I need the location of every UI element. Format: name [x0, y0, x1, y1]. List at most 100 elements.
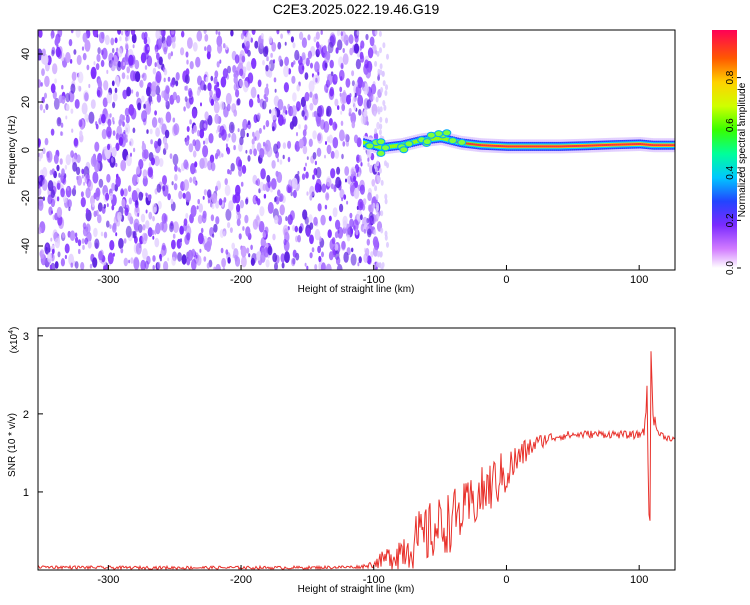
- spectrogram-noise-blob: [176, 95, 181, 104]
- spectrogram-noise-blob: [233, 145, 236, 151]
- spectrogram-noise-blob: [180, 47, 185, 56]
- spectrogram-noise-blob: [274, 215, 279, 225]
- x-tick-label: 0: [503, 574, 509, 586]
- spectrogram-noise-blob: [235, 89, 240, 98]
- spectrogram-noise-blob: [184, 85, 187, 91]
- spectrogram-noise-blob: [328, 118, 333, 126]
- spectrogram-noise-blob: [44, 75, 50, 88]
- spectrogram-noise-blob: [71, 71, 77, 82]
- carrier-band-segment: [611, 143, 614, 146]
- spectrogram-noise-blob: [259, 148, 265, 159]
- spectrogram-noise-blob: [56, 182, 61, 190]
- carrier-band-segment: [609, 143, 612, 146]
- spectrogram-noise-blob: [341, 153, 344, 160]
- spectrogram-noise-blob: [142, 248, 148, 260]
- spectrogram-noise-blob: [175, 72, 180, 81]
- spectrogram-noise-blob: [74, 261, 79, 269]
- spectrogram-noise-blob: [40, 82, 43, 87]
- spectrogram-noise-blob: [376, 174, 380, 181]
- carrier-band-segment: [655, 144, 658, 147]
- spectrogram-noise-blob: [213, 266, 216, 270]
- spectrogram-noise-blob: [97, 214, 102, 224]
- snr-x-label: Height of straight line (km): [298, 584, 415, 595]
- carrier-band-segment: [567, 145, 570, 148]
- spectrogram-noise-blob: [120, 188, 124, 197]
- spectrogram-noise-blob: [127, 185, 132, 193]
- spectrogram-noise-blob: [334, 123, 338, 129]
- spectrogram-noise-blob: [158, 56, 163, 66]
- spectrogram-noise-blob: [152, 235, 155, 240]
- spectrogram-noise-blob: [93, 61, 96, 66]
- spectrogram-noise-blob: [378, 30, 382, 37]
- spectrogram-noise-blob: [186, 126, 190, 132]
- colorbar-tick-label: 0.2: [725, 213, 736, 227]
- spectrogram-noise-blob: [114, 37, 118, 44]
- spectrogram-noise-blob: [117, 30, 122, 35]
- spectrogram-noise-blob: [349, 182, 355, 193]
- spectrogram-noise-blob: [237, 128, 240, 133]
- spectrogram-noise-blob: [147, 195, 151, 202]
- spectrogram-noise-blob: [111, 80, 115, 87]
- spectrogram-noise-blob: [278, 55, 282, 63]
- spectrogram-noise-blob: [207, 160, 213, 171]
- spectrogram-noise-blob: [179, 225, 184, 235]
- spectrogram-noise-blob: [55, 46, 61, 58]
- spectrogram-noise-blob: [54, 261, 59, 269]
- spectrogram-noise-blob: [315, 31, 320, 40]
- carrier-band-segment: [583, 144, 586, 147]
- spectrogram-noise-blob: [191, 108, 197, 119]
- spectrogram-noise-blob: [101, 31, 105, 40]
- spectrogram-noise-blob: [217, 182, 221, 190]
- spectrogram-noise-blob: [361, 81, 365, 88]
- spectrogram-noise-blob: [148, 162, 152, 168]
- spectrogram-noise-blob: [110, 157, 114, 163]
- spectrogram-noise-blob: [385, 84, 388, 91]
- spectrogram-noise-blob: [292, 224, 296, 232]
- spectrogram-noise-blob: [337, 105, 340, 110]
- spectrogram-noise-blob: [366, 99, 372, 109]
- spectrogram-noise-blob: [318, 255, 322, 263]
- spectrogram-noise-blob: [92, 171, 99, 184]
- spectrogram-noise-blob: [336, 166, 341, 175]
- carrier-band-segment: [627, 143, 630, 146]
- spectrogram-noise-blob: [202, 145, 209, 158]
- spectrogram-noise-blob: [79, 130, 83, 137]
- spectrogram-noise-blob: [97, 202, 103, 212]
- spectrogram-noise-blob: [44, 92, 47, 99]
- spectrogram-noise-blob: [325, 263, 332, 270]
- spectrogram-noise-blob: [359, 51, 364, 60]
- spectrogram-noise-blob: [303, 166, 306, 172]
- spectrogram-noise-blob: [159, 253, 162, 260]
- spectrogram-noise-blob: [340, 31, 343, 36]
- spectrogram-noise-blob: [123, 188, 128, 197]
- spectrogram-noise-blob: [247, 49, 251, 57]
- spectrogram-noise-blob: [335, 176, 341, 189]
- spectrogram-noise-blob: [230, 162, 235, 172]
- carrier-band-segment: [447, 137, 450, 142]
- spectrogram-noise-blob: [71, 187, 77, 197]
- spectrogram-noise-blob: [62, 232, 65, 239]
- spectrogram-noise-blob: [263, 247, 269, 258]
- spectrogram-noise-blob: [247, 155, 251, 162]
- spectrogram-noise-blob: [240, 181, 244, 187]
- spectrogram-noise-blob: [90, 155, 97, 167]
- spectrogram-noise-blob: [65, 92, 71, 103]
- y-tick-label: 1: [23, 487, 29, 499]
- spectrogram-noise-blob: [335, 256, 341, 266]
- spectrogram-noise-blob: [376, 261, 380, 268]
- spectrogram-noise-blob: [292, 249, 297, 258]
- spectrogram-noise-blob: [384, 193, 388, 200]
- carrier-band-segment: [671, 144, 674, 147]
- carrier-band-blob: [457, 138, 467, 146]
- spectrogram-noise-blob: [203, 30, 207, 35]
- spectrogram-noise-blob: [125, 137, 128, 143]
- carrier-band-blob: [442, 129, 452, 137]
- spectrogram-noise-blob: [202, 195, 205, 200]
- spectrogram-noise-blob: [263, 46, 269, 57]
- spectrogram-noise-blob: [74, 232, 78, 238]
- carrier-band-segment: [579, 144, 582, 147]
- spectrogram-noise-blob: [145, 192, 148, 197]
- spectrogram-noise-blob: [203, 256, 207, 262]
- carrier-band-segment: [665, 144, 668, 147]
- spectrogram-noise-blob: [110, 37, 115, 46]
